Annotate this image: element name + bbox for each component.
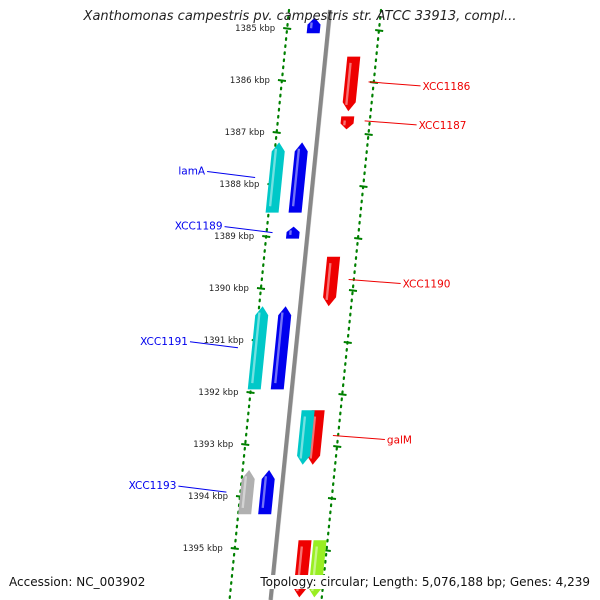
gene-arrow xyxy=(323,256,341,307)
kbp-ruler: 1385 kbp 1386 kbp 1387 kbp 1388 kbp 1389 kbp… xyxy=(183,24,384,554)
gene-label-leader xyxy=(332,435,385,440)
inner-dotted-ring xyxy=(228,8,291,600)
gene-label-leader xyxy=(207,171,256,178)
gene-label: XCC1193 xyxy=(129,480,177,492)
gene-label: XCC1189 xyxy=(175,221,223,233)
tick-label: 1387 kbp xyxy=(225,128,265,138)
gene-arrow-shine xyxy=(309,416,317,459)
gene-arrow-shine xyxy=(309,22,313,29)
tick-mark-inner xyxy=(256,287,266,290)
gene-label: XCC1187 xyxy=(419,120,467,132)
tick-mark-inner xyxy=(262,235,271,238)
tick-mark-outer xyxy=(359,185,368,188)
tick-mark-outer xyxy=(333,445,342,448)
gene-arrow xyxy=(265,142,285,213)
gene-label: galM xyxy=(387,435,412,447)
gene-label-leader xyxy=(364,120,417,126)
topology-text: Topology: circular; Length: 5,076,188 bp… xyxy=(257,575,590,589)
gene-arrow-shine xyxy=(251,312,261,384)
gene-arrow-shine xyxy=(299,416,307,459)
gene-arrow xyxy=(270,306,292,390)
tick-label: 1394 kbp xyxy=(188,492,228,502)
page-title: Xanthomonas campestris pv. campestris st… xyxy=(83,9,517,24)
tick-label: 1391 kbp xyxy=(204,336,244,346)
gene-arrow-shine xyxy=(274,312,284,384)
gene-arrow xyxy=(340,116,355,130)
gene-label-leader xyxy=(178,485,227,493)
gene-arrow-shine xyxy=(268,148,278,207)
gene-label: XCC1186 xyxy=(423,81,471,93)
gene-label-leader xyxy=(224,226,273,234)
tick-mark-outer xyxy=(327,497,337,500)
tick-label: 1393 kbp xyxy=(193,440,233,450)
gene-arrow xyxy=(258,470,275,515)
tick-mark-inner xyxy=(230,547,239,550)
gene-arrow xyxy=(288,142,308,213)
tick-label: 1395 kbp xyxy=(183,544,223,554)
gene-arrow-shine xyxy=(325,262,332,301)
tick-label: 1390 kbp xyxy=(209,284,249,294)
outer-dotted-ring xyxy=(320,8,383,600)
accession-text: Accession: NC_003902 xyxy=(9,575,146,589)
tick-label: 1386 kbp xyxy=(230,76,270,86)
gene-arrow-shine xyxy=(261,476,268,509)
tick-mark-inner xyxy=(272,131,281,134)
gene-arrow-shine xyxy=(241,476,248,509)
tick-label: 1392 kbp xyxy=(198,388,238,398)
gene-label: lamA xyxy=(178,166,206,178)
gene-label-leader xyxy=(368,81,421,87)
gene-arrow xyxy=(247,306,269,390)
tick-mark-outer xyxy=(354,237,363,240)
gene-arrow-shine xyxy=(291,148,301,207)
tick-mark-inner xyxy=(246,391,255,394)
tick-mark-outer xyxy=(364,133,373,136)
gene-arrow-shine xyxy=(345,62,352,106)
gene-label: XCC1191 xyxy=(140,336,188,348)
tick-label: 1385 kbp xyxy=(235,24,275,34)
tick-label: 1389 kbp xyxy=(214,232,254,242)
gene-arrow xyxy=(285,226,300,239)
tick-mark-outer xyxy=(348,289,358,292)
gene-arrow xyxy=(342,56,361,112)
tick-mark-outer xyxy=(343,341,352,344)
tick-mark-inner xyxy=(277,79,287,82)
gene-arrow xyxy=(297,410,315,465)
tick-label: 1388 kbp xyxy=(219,180,259,190)
gene-arrow xyxy=(238,470,255,515)
gene-label: XCC1190 xyxy=(403,279,451,291)
tick-rings xyxy=(228,8,383,600)
gene-arrow xyxy=(306,17,321,34)
tick-mark-inner xyxy=(241,443,250,446)
gene-label-leader xyxy=(348,279,401,284)
gene-labels: XCC1186 XCC1187 lamA XCC1189 XCC1190 XCC1191 g… xyxy=(129,81,471,493)
tick-mark-outer xyxy=(338,393,347,396)
tick-mark-inner xyxy=(283,27,292,30)
genome-backbone xyxy=(268,9,332,600)
gene-label-leader xyxy=(189,341,239,349)
tick-mark-outer xyxy=(375,29,384,32)
